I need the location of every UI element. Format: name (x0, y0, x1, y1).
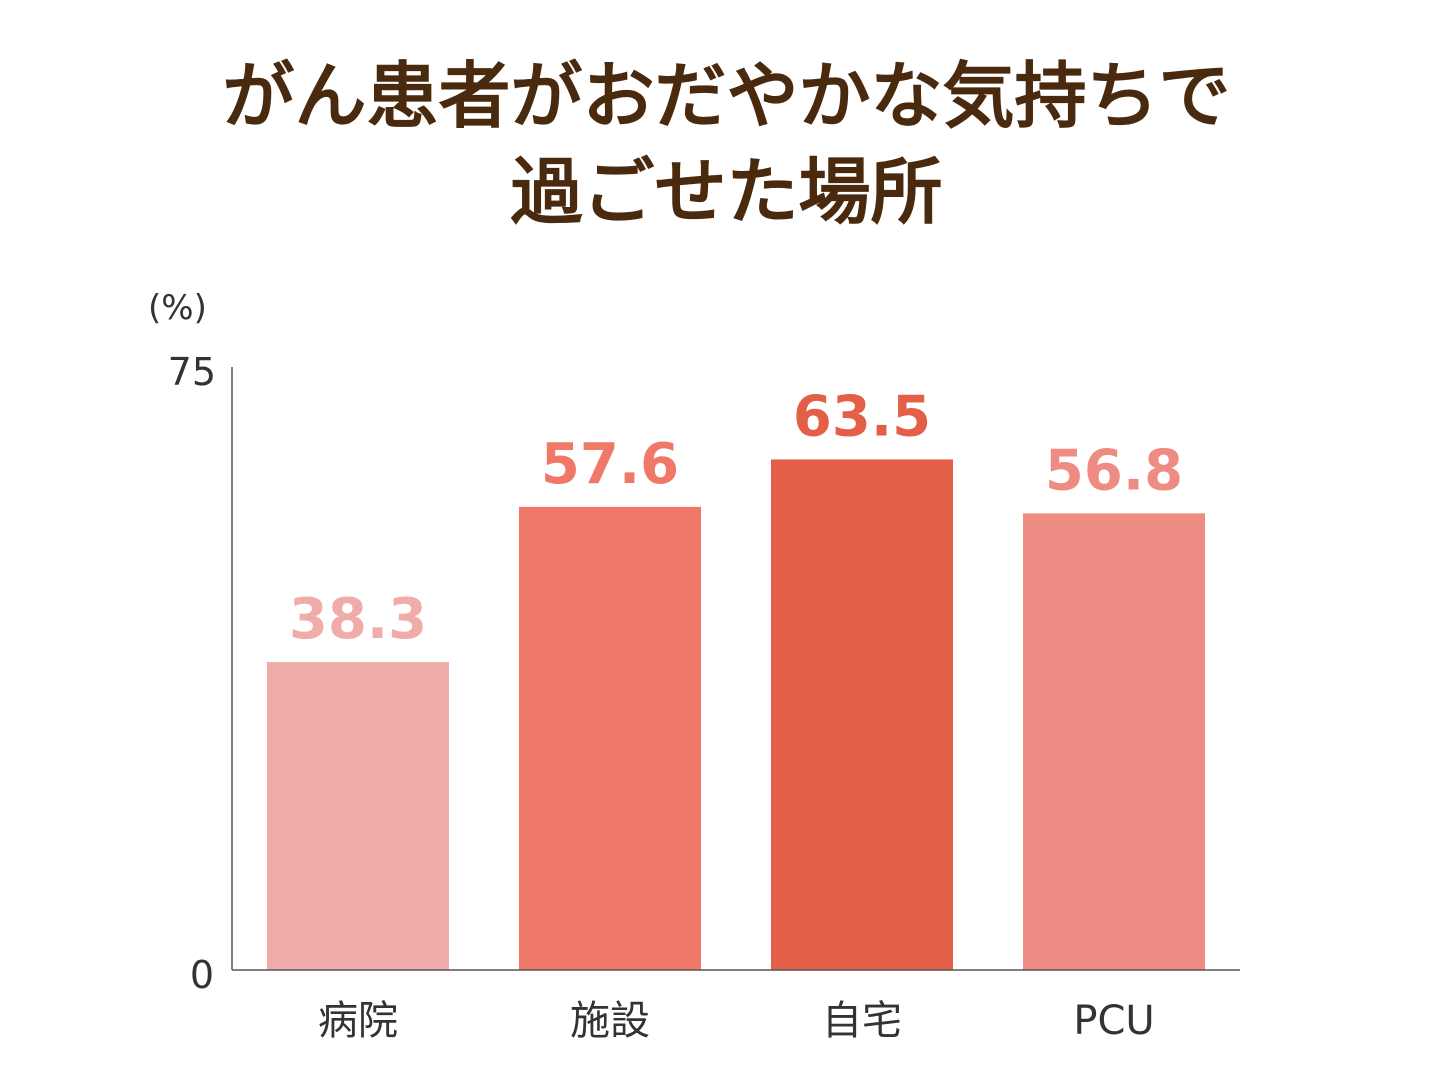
y-tick-label-0: 0 (190, 953, 214, 997)
data-label-0: 38.3 (289, 587, 427, 652)
chart-title: がん患者がおだやかな気持ちで 過ごせた場所 (0, 48, 1453, 240)
x-tick-label-2: 自宅 (822, 998, 902, 1044)
chart-title-line-1: がん患者がおだやかな気持ちで (222, 54, 1231, 138)
data-label-1: 57.6 (541, 432, 679, 497)
y-axis-unit-label: (%) (148, 288, 207, 328)
bar-3 (1023, 513, 1205, 970)
x-tick-label-1: 施設 (570, 998, 650, 1044)
data-label-3: 56.8 (1045, 438, 1183, 503)
x-tick-label-3: PCU (1073, 998, 1154, 1044)
x-tick-label-0: 病院 (318, 998, 398, 1044)
chart-title-line-2: 過ごせた場所 (510, 150, 943, 234)
y-tick-label-1: 75 (168, 350, 216, 394)
bar-2 (771, 459, 953, 970)
bar-1 (519, 506, 701, 970)
data-label-2: 63.5 (793, 384, 931, 449)
bar-0 (267, 662, 449, 970)
